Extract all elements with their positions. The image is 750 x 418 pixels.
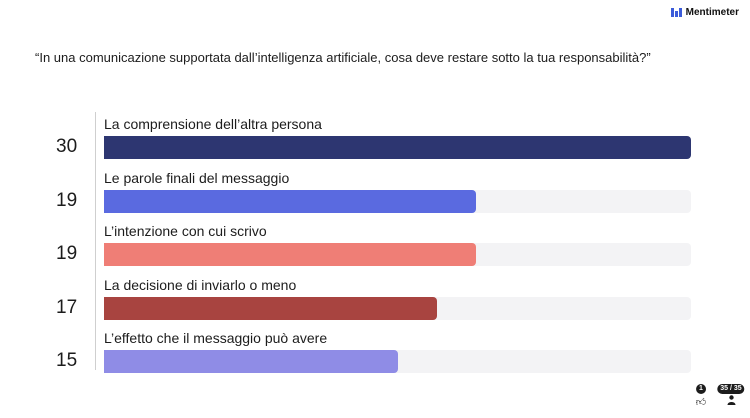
bar-row: 30 La comprensione dell’altra persona <box>0 116 750 170</box>
bar-category-label: L’intenzione con cui scrivo <box>104 223 267 239</box>
slide-counter: 35 / 35 <box>717 384 745 394</box>
brand: Mentimeter <box>670 7 739 18</box>
bar-track <box>104 243 691 266</box>
person-icon <box>727 395 736 408</box>
bar-row: 19 L’intenzione con cui scrivo <box>0 223 750 277</box>
bar <box>104 189 476 213</box>
mentimeter-logo-icon <box>670 8 682 17</box>
bar-value-label: 19 <box>56 189 78 211</box>
bar-category-label: L’effetto che il messaggio può avere <box>104 330 328 346</box>
bar-category-label: Le parole finali del messaggio <box>104 169 290 186</box>
bar-value-label: 30 <box>56 136 78 157</box>
bar-track <box>104 136 691 159</box>
reactions-count: 1 <box>696 384 706 394</box>
question-title: “In una comunicazione supportata dall’in… <box>35 50 651 65</box>
bar-track <box>104 350 691 373</box>
bar <box>104 243 476 266</box>
brand-name: Mentimeter <box>685 7 739 18</box>
bar-value-label: 19 <box>56 243 78 264</box>
bar-category-label: La decisione di inviarlo o meno <box>104 276 297 293</box>
chart-axis-line <box>95 112 96 370</box>
bar <box>104 350 398 373</box>
bar <box>104 296 437 320</box>
bar-value-label: 17 <box>56 296 78 318</box>
bar <box>104 136 691 159</box>
bar-row: 15 L’effetto che il messaggio può avere <box>0 330 750 384</box>
bar-row: 17 La decisione di inviarlo o meno <box>0 277 750 331</box>
participants-button[interactable]: 35 / 35 <box>717 384 745 408</box>
bar-value-label: 15 <box>56 350 78 371</box>
footer-toolbar: 1 👍︎ 35 / 35 <box>690 384 745 408</box>
bar-row: 19 Le parole finali del messaggio <box>0 170 750 224</box>
reactions-button[interactable]: 1 👍︎ <box>690 384 712 408</box>
bar-track <box>104 296 691 320</box>
bar-track <box>104 189 691 213</box>
bar-category-label: La comprensione dell’altra persona <box>104 116 322 132</box>
thumbs-up-icon: 👍︎ <box>695 397 707 408</box>
